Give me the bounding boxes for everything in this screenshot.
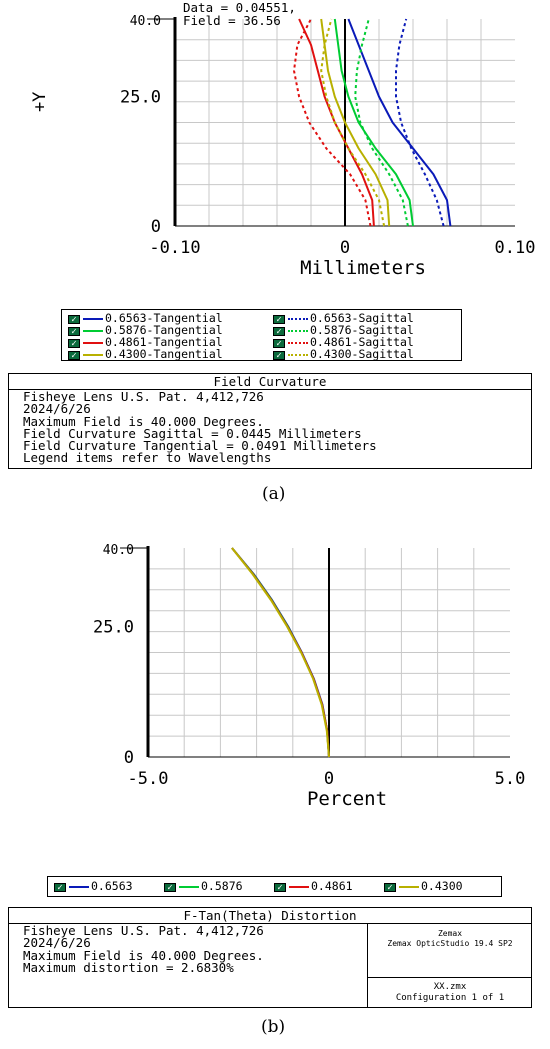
info-title-b: F-Tan(Theta) Distortion	[9, 908, 531, 924]
chart-a-x-tick-label: 0.10	[495, 238, 536, 258]
chart-b-y-tick-label: 40.0	[103, 543, 134, 558]
legend-label: 0.4300	[421, 879, 463, 894]
chart-b-x-tick-label: 0	[324, 769, 334, 789]
legend-swatch	[288, 330, 308, 332]
legend-b-item-2: ✓ 0.4861	[274, 881, 384, 893]
legend-label: 0.5876-Tangential	[105, 323, 223, 338]
legend-a-item-6: ✓ 0.4300-Tangential	[68, 349, 273, 361]
readout-field: Field = 36.56	[183, 13, 281, 28]
info-a-line-4: Field Curvature Tangential = 0.0491 Mill…	[23, 438, 377, 454]
legend-label: 0.4300-Sagittal	[310, 347, 414, 362]
info-box-b: F-Tan(Theta) Distortion Fisheye Lens U.S…	[8, 907, 532, 1008]
info-a-line-3: Field Curvature Sagittal = 0.0445 Millim…	[23, 425, 362, 441]
legend-a-item-5: ✓ 0.4861-Sagittal	[273, 337, 463, 349]
chart-a-series-2	[333, 18, 414, 227]
chart-b-y-tick-label: 25.0	[93, 617, 134, 637]
info-lines-a: Fisheye Lens U.S. Pat. 4,412,726 2024/6/2…	[9, 390, 531, 465]
chart-a-series-7	[320, 18, 386, 227]
legend-swatch	[399, 886, 419, 888]
legend-label: 0.6563-Tangential	[105, 311, 223, 326]
chart-a-x-tick-label: 0	[340, 238, 350, 258]
legend-label: 0.4861-Sagittal	[310, 335, 414, 350]
chart-a-series-3	[354, 18, 409, 227]
legend-swatch	[288, 354, 308, 356]
legend-label: 0.4861	[311, 879, 353, 894]
legend-b-item-3: ✓ 0.4300	[384, 881, 494, 893]
info-a-line-5: Legend items refer to Wavelengths	[23, 450, 272, 466]
legend-swatch	[288, 342, 308, 344]
info-box-a: Field Curvature Fisheye Lens U.S. Pat. 4…	[8, 373, 532, 469]
legend-a-item-0: ✓ 0.6563-Tangential	[68, 313, 273, 325]
legend-label: 0.6563-Sagittal	[310, 311, 414, 326]
chart-a-series-5	[293, 18, 372, 227]
legend-a-item-4: ✓ 0.4861-Tangential	[68, 337, 273, 349]
chart-b-x-tick-label: 5.0	[495, 769, 526, 789]
caption-b: (b)	[261, 1017, 286, 1037]
legend-b-item-1: ✓ 0.5876	[164, 881, 274, 893]
checkbox-icon[interactable]: ✓	[274, 882, 286, 892]
chart-a-x-tick-label: -0.10	[149, 238, 200, 258]
file-info: XX.zmx Configuration 1 of 1	[395, 982, 505, 1003]
info-a-line-0: Fisheye Lens U.S. Pat. 4,412,726	[23, 389, 264, 404]
caption-a: (a)	[262, 484, 286, 504]
checkbox-icon[interactable]: ✓	[273, 338, 285, 348]
checkbox-icon[interactable]: ✓	[164, 882, 176, 892]
info-b-line-2: Maximum Field is 40.000 Degrees.	[23, 947, 264, 963]
chart-b-x-tick-label: -5.0	[128, 769, 169, 789]
info-lines-b: Fisheye Lens U.S. Pat. 4,412,726 2024/6/2…	[9, 924, 264, 974]
checkbox-icon[interactable]: ✓	[54, 882, 66, 892]
info-b-line-0: Fisheye Lens U.S. Pat. 4,412,726	[23, 923, 264, 938]
chart-a-series-6	[320, 18, 391, 227]
legend-a-item-3: ✓ 0.5876-Sagittal	[273, 325, 463, 337]
info-title-a: Field Curvature	[9, 374, 531, 390]
readout-data: Data = 0.04551,	[183, 0, 296, 15]
legend-swatch	[179, 886, 199, 888]
checkbox-icon[interactable]: ✓	[273, 350, 285, 360]
info-side-hdivider	[367, 977, 532, 978]
legend-swatch	[69, 886, 89, 888]
info-a-line-1: 2024/6/26	[23, 401, 91, 417]
legend-swatch	[288, 318, 308, 320]
chart-a-series-1	[395, 18, 445, 227]
legend-label: 0.5876	[201, 879, 243, 894]
info-side-divider	[367, 923, 368, 1008]
legend-label: 0.4300-Tangential	[105, 347, 223, 362]
legend-b-item-0: ✓ 0.6563	[54, 881, 164, 893]
chart-a-y-tick-label: 0	[151, 217, 161, 237]
checkbox-icon[interactable]: ✓	[68, 314, 80, 324]
chart-a-y-tick-label: 40.0	[130, 14, 161, 29]
legend-swatch	[289, 886, 309, 888]
legend-swatch	[83, 330, 103, 332]
checkbox-icon[interactable]: ✓	[384, 882, 396, 892]
chart-b-series-3	[231, 547, 330, 758]
info-b-line-3: Maximum distortion = 2.6830%	[23, 959, 234, 975]
checkbox-icon[interactable]: ✓	[68, 326, 80, 336]
checkbox-icon[interactable]: ✓	[273, 314, 285, 324]
info-a-line-2: Maximum Field is 40.000 Degrees.	[23, 413, 264, 429]
chart-a-series-0	[347, 18, 452, 227]
checkbox-icon[interactable]: ✓	[273, 326, 285, 336]
legend-swatch	[83, 342, 103, 344]
checkbox-icon[interactable]: ✓	[68, 350, 80, 360]
chart-b-x-axis-label: Percent	[307, 788, 387, 810]
cursor-readout: Data = 0.04551, Field = 36.56	[183, 1, 296, 27]
info-b-line-1: 2024/6/26	[23, 935, 91, 951]
legend-swatch	[83, 354, 103, 356]
legend-a: ✓ 0.6563-Tangential ✓ 0.6563-Sagittal ✓ 0.587…	[61, 309, 462, 361]
software-info: Zemax Zemax OpticStudio 19.4 SP2	[387, 929, 513, 948]
chart-b-y-tick-label: 0	[124, 748, 134, 768]
legend-swatch	[83, 318, 103, 320]
chart-a-x-axis-label: Millimeters	[300, 257, 426, 279]
checkbox-icon[interactable]: ✓	[68, 338, 80, 348]
chart-a-y-axis-label: +Y	[30, 92, 50, 112]
legend-label: 0.5876-Sagittal	[310, 323, 414, 338]
chart-a-y-tick-label: 25.0	[120, 88, 161, 108]
legend-label: 0.4861-Tangential	[105, 335, 223, 350]
legend-a-item-2: ✓ 0.5876-Tangential	[68, 325, 273, 337]
legend-a-item-7: ✓ 0.4300-Sagittal	[273, 349, 463, 361]
legend-b: ✓ 0.6563 ✓ 0.5876 ✓ 0.4861 ✓ 0.4300	[47, 876, 502, 897]
legend-a-item-1: ✓ 0.6563-Sagittal	[273, 313, 463, 325]
legend-label: 0.6563	[91, 879, 133, 894]
